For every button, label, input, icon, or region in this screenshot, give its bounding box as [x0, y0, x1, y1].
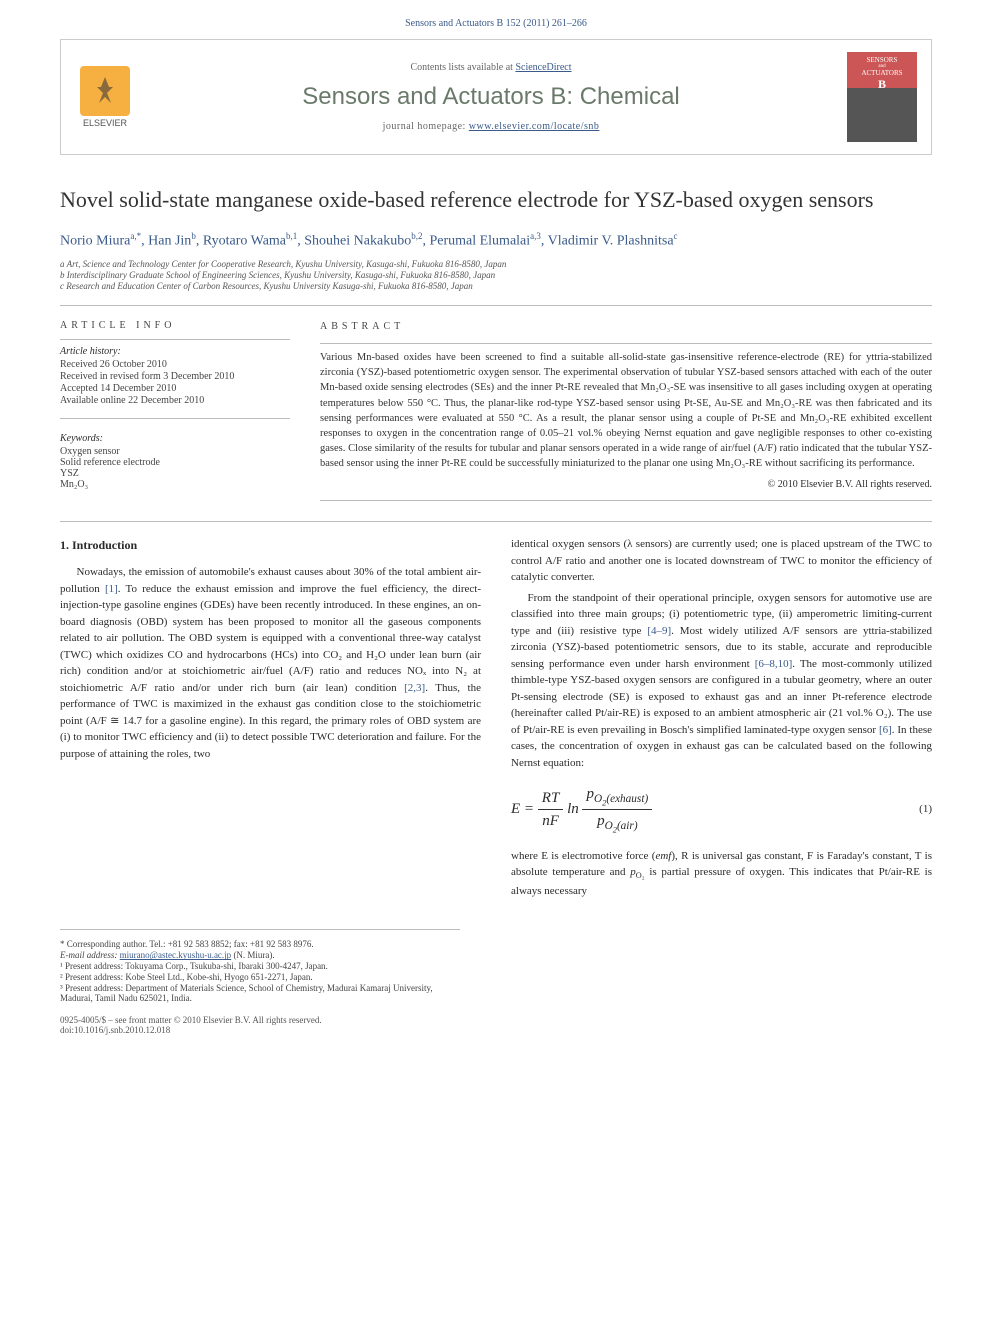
contents-prefix: Contents lists available at [410, 62, 515, 73]
divider-bottom [60, 521, 932, 522]
keyword-3: YSZ [60, 468, 290, 479]
history-label: Article history: [60, 346, 290, 357]
affiliations: a Art, Science and Technology Center for… [60, 259, 932, 291]
history-received: Received 26 October 2010 [60, 359, 290, 370]
contents-available-line: Contents lists available at ScienceDirec… [151, 62, 831, 73]
footnote-1: ¹ Present address: Tokuyama Corp., Tsuku… [60, 961, 460, 971]
journal-cover-thumbnail: SENSORS and ACTUATORS B [847, 52, 917, 142]
footnote-3: ³ Present address: Department of Materia… [60, 983, 460, 1003]
doi-line: doi:10.1016/j.snb.2010.12.018 [60, 1025, 932, 1035]
body-columns: 1. Introduction Nowadays, the emission o… [60, 536, 932, 899]
intro-para-1-cont: identical oxygen sensors (λ sensors) are… [511, 536, 932, 586]
page-footer: 0925-4005/$ – see front matter © 2010 El… [60, 1015, 932, 1035]
publisher-name: ELSEVIER [83, 118, 127, 128]
intro-para-3: where E is electromotive force (emf), R … [511, 848, 932, 900]
keyword-2: Solid reference electrode [60, 457, 290, 468]
history-revised: Received in revised form 3 December 2010 [60, 371, 290, 382]
sciencedirect-link[interactable]: ScienceDirect [515, 62, 571, 73]
corresponding-author: * Corresponding author. Tel.: +81 92 583… [60, 939, 460, 949]
journal-banner: ELSEVIER Contents lists available at Sci… [60, 39, 932, 155]
abstract-copyright: © 2010 Elsevier B.V. All rights reserved… [320, 478, 932, 493]
keyword-4: Mn₂O₃ [60, 479, 290, 490]
article-info-column: ARTICLE INFO Article history: Received 2… [60, 320, 290, 501]
abstract-column: ABSTRACT Various Mn-based oxides have be… [320, 320, 932, 501]
meta-row: ARTICLE INFO Article history: Received 2… [60, 320, 932, 501]
footnote-2: ² Present address: Kobe Steel Ltd., Kobe… [60, 972, 460, 982]
cover-label-2: ACTUATORS [861, 69, 902, 77]
article-info-label: ARTICLE INFO [60, 320, 290, 331]
cover-label-1: SENSORS [867, 56, 898, 64]
running-head: Sensors and Actuators B 152 (2011) 261–2… [0, 0, 992, 39]
equation-1-row: E = RT nF ln pO2(exhaust) pO2(air) (1) [511, 783, 932, 836]
journal-name: Sensors and Actuators B: Chemical [151, 83, 831, 111]
intro-para-2: From the standpoint of their operational… [511, 590, 932, 772]
author-list: Norio Miuraa,*, Han Jinb, Ryotaro Wamab,… [60, 231, 932, 250]
email-link[interactable]: miurano@astec.kyushu-u.ac.jp [120, 950, 232, 960]
email-suffix: (N. Miura). [231, 950, 275, 960]
affiliation-a: a Art, Science and Technology Center for… [60, 259, 932, 269]
equation-1-number: (1) [919, 801, 932, 818]
intro-para-1: Nowadays, the emission of automobile's e… [60, 564, 481, 762]
issn-line: 0925-4005/$ – see front matter © 2010 El… [60, 1015, 932, 1025]
article-title: Novel solid-state manganese oxide-based … [60, 185, 932, 215]
elsevier-tree-icon [80, 66, 130, 116]
section-1-heading: 1. Introduction [60, 536, 481, 554]
homepage-line: journal homepage: www.elsevier.com/locat… [151, 121, 831, 132]
affiliation-b: b Interdisciplinary Graduate School of E… [60, 270, 932, 280]
homepage-link[interactable]: www.elsevier.com/locate/snb [469, 121, 600, 132]
keywords-label: Keywords: [60, 433, 290, 444]
footnotes: * Corresponding author. Tel.: +81 92 583… [60, 929, 460, 1003]
divider-top [60, 305, 932, 306]
body-col-left: 1. Introduction Nowadays, the emission o… [60, 536, 481, 899]
history-accepted: Accepted 14 December 2010 [60, 383, 290, 394]
email-line: E-mail address: miurano@astec.kyushu-u.a… [60, 950, 460, 960]
cover-label-3: B [878, 77, 886, 92]
keyword-1: Oxygen sensor [60, 446, 290, 457]
abstract-text: Various Mn-based oxides have been screen… [320, 350, 932, 472]
nernst-equation: E = RT nF ln pO2(exhaust) pO2(air) [511, 783, 652, 836]
abstract-label: ABSTRACT [320, 320, 932, 335]
history-online: Available online 22 December 2010 [60, 395, 290, 406]
banner-center: Contents lists available at ScienceDirec… [151, 62, 831, 132]
email-label: E-mail address: [60, 950, 120, 960]
publisher-logo: ELSEVIER [75, 62, 135, 132]
body-col-right: identical oxygen sensors (λ sensors) are… [511, 536, 932, 899]
homepage-prefix: journal homepage: [383, 121, 469, 132]
affiliation-c: c Research and Education Center of Carbo… [60, 281, 932, 291]
